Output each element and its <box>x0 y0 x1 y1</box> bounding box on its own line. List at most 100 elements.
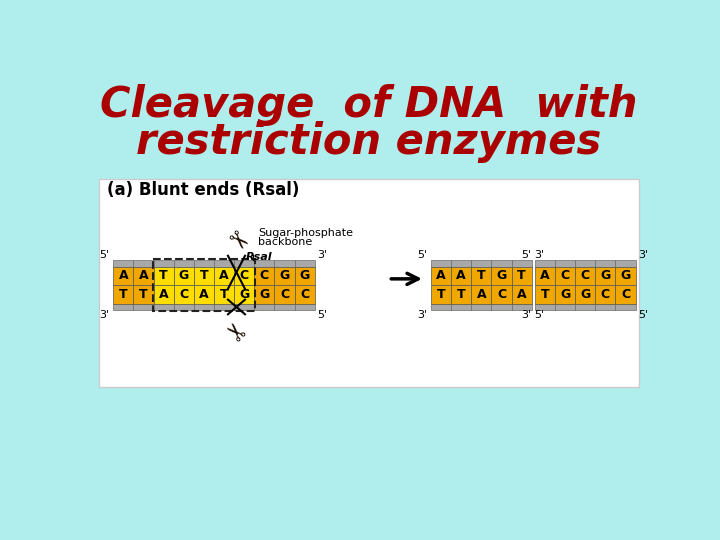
Bar <box>153 267 174 285</box>
Text: T: T <box>119 288 127 301</box>
Text: 3': 3' <box>317 249 327 260</box>
Text: T: T <box>518 269 526 282</box>
Bar <box>431 260 532 267</box>
Text: 3': 3' <box>99 310 109 320</box>
Bar <box>512 267 532 285</box>
Bar <box>431 303 532 310</box>
Bar <box>535 260 636 267</box>
Text: A: A <box>220 269 229 282</box>
Text: G: G <box>300 269 310 282</box>
Bar <box>575 267 595 285</box>
Text: C: C <box>600 288 610 301</box>
Bar <box>431 285 451 303</box>
Text: G: G <box>259 288 269 301</box>
Text: T: T <box>457 288 466 301</box>
Text: 5': 5' <box>99 249 109 260</box>
Bar <box>294 267 315 285</box>
Bar <box>194 285 214 303</box>
Bar <box>535 267 555 285</box>
Bar <box>616 285 636 303</box>
Text: 5': 5' <box>317 310 327 320</box>
Text: A: A <box>199 288 209 301</box>
Bar <box>472 285 492 303</box>
Text: 3': 3' <box>521 310 531 320</box>
Bar <box>113 267 133 285</box>
Bar <box>214 267 234 285</box>
Text: C: C <box>240 269 249 282</box>
Text: 5': 5' <box>638 310 648 320</box>
Text: G: G <box>580 288 590 301</box>
Text: G: G <box>496 269 507 282</box>
Text: C: C <box>260 269 269 282</box>
Bar <box>113 303 315 310</box>
Text: restriction enzymes: restriction enzymes <box>136 121 602 163</box>
Bar <box>512 285 532 303</box>
Bar <box>274 267 294 285</box>
Bar <box>234 285 254 303</box>
Bar <box>113 260 315 267</box>
Text: T: T <box>437 288 446 301</box>
Text: G: G <box>600 269 611 282</box>
Text: C: C <box>621 288 630 301</box>
Bar <box>595 267 616 285</box>
Text: A: A <box>477 288 486 301</box>
Text: C: C <box>560 269 570 282</box>
Bar <box>174 285 194 303</box>
Text: A: A <box>436 269 446 282</box>
Bar <box>451 267 472 285</box>
Text: Rsal: Rsal <box>246 252 272 261</box>
Bar <box>254 285 274 303</box>
Text: 5': 5' <box>534 310 544 320</box>
Bar <box>431 267 451 285</box>
Bar <box>535 303 636 310</box>
Bar <box>535 285 555 303</box>
Text: C: C <box>179 288 189 301</box>
Text: ✂: ✂ <box>220 227 253 259</box>
Bar <box>153 285 174 303</box>
Bar <box>274 285 294 303</box>
Bar <box>194 267 214 285</box>
Bar <box>451 285 472 303</box>
Text: ✂: ✂ <box>220 312 253 343</box>
Text: A: A <box>139 269 148 282</box>
Bar <box>492 267 512 285</box>
Text: Cleavage  of DNA  with: Cleavage of DNA with <box>100 84 638 126</box>
Text: C: C <box>580 269 590 282</box>
Text: G: G <box>560 288 570 301</box>
Text: A: A <box>159 288 168 301</box>
Text: backbone: backbone <box>258 237 312 247</box>
Text: T: T <box>477 269 486 282</box>
Bar <box>616 267 636 285</box>
Bar <box>133 285 153 303</box>
Text: (a) Blunt ends (Rsal): (a) Blunt ends (Rsal) <box>107 181 300 199</box>
Text: Sugar-phosphate: Sugar-phosphate <box>258 228 354 238</box>
Bar <box>555 267 575 285</box>
Text: T: T <box>220 288 228 301</box>
Text: 3': 3' <box>534 249 544 260</box>
Bar <box>472 267 492 285</box>
Bar <box>595 285 616 303</box>
Text: T: T <box>199 269 208 282</box>
Text: T: T <box>159 269 168 282</box>
Text: C: C <box>280 288 289 301</box>
Text: G: G <box>239 288 249 301</box>
Text: G: G <box>279 269 289 282</box>
Bar <box>99 179 639 387</box>
Text: A: A <box>456 269 466 282</box>
Bar <box>133 267 153 285</box>
Bar <box>254 267 274 285</box>
Text: A: A <box>119 269 128 282</box>
Bar <box>234 267 254 285</box>
Bar <box>214 285 234 303</box>
Text: T: T <box>139 288 148 301</box>
Text: 3': 3' <box>638 249 648 260</box>
Text: A: A <box>540 269 550 282</box>
Text: A: A <box>517 288 526 301</box>
Text: 5': 5' <box>417 249 427 260</box>
Text: 3': 3' <box>417 310 427 320</box>
Bar <box>113 285 133 303</box>
Text: C: C <box>497 288 506 301</box>
Text: G: G <box>621 269 631 282</box>
Bar <box>153 259 255 311</box>
Bar <box>492 285 512 303</box>
